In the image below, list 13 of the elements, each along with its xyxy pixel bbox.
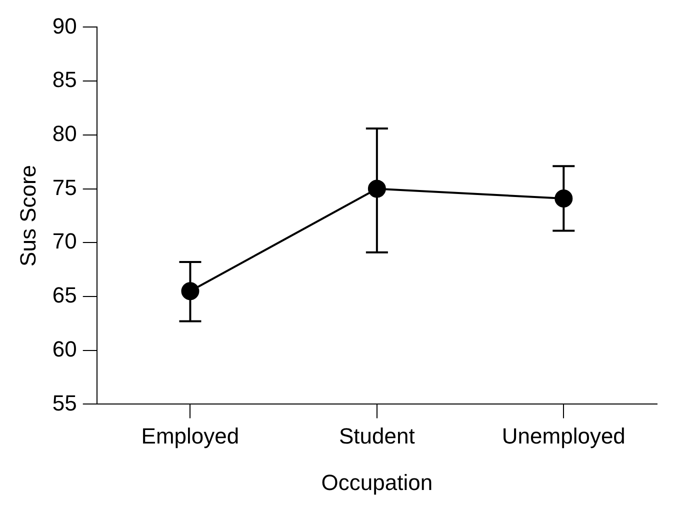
y-tick-label: 60 [52,336,77,362]
y-tick-label: 65 [52,282,77,308]
x-tick-label: Unemployed [502,423,626,448]
x-tick-label: Employed [141,423,240,448]
x-axis-title: Occupation [321,470,433,495]
y-tick-label: 80 [52,120,77,146]
x-tick-label: Student [339,423,415,448]
y-tick-label: 85 [52,67,77,92]
y-axis-title: Sus Score [15,164,40,266]
y-tick-label: 70 [52,228,77,254]
y-tick-label: 90 [52,13,77,38]
y-tick-label: 75 [52,174,77,200]
y-tick-label: 55 [52,390,77,416]
